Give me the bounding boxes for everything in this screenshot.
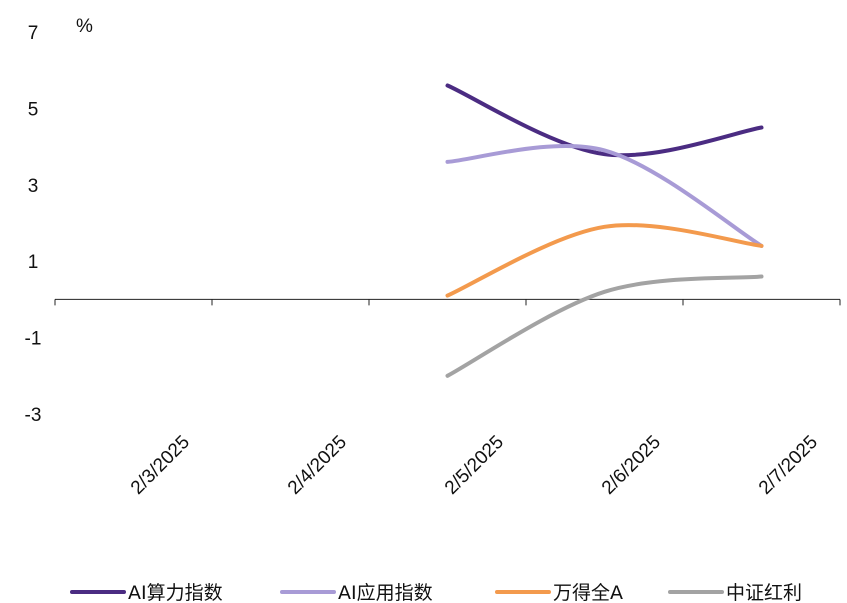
legend-label: AI算力指数 [128,582,223,603]
y-tick-label: 7 [28,23,39,44]
x-axis-labels: 2/3/2025 2/4/2025 2/5/2025 2/6/2025 2/7/2025 [127,432,822,499]
x-tick-label: 2/4/2025 [284,432,351,499]
x-tick-label: 2/7/2025 [755,432,822,499]
series-lines [445,83,764,378]
y-tick-label: 3 [28,176,39,197]
legend-label: 中证红利 [726,582,802,603]
y-tick-label: -1 [25,329,42,350]
y-tick-label: 1 [28,252,39,273]
x-tick-label: 2/3/2025 [127,432,194,499]
series-line-3 [445,274,764,378]
legend: AI算力指数 AI应用指数 万得全A 中证红利 [70,582,802,603]
legend-label: AI应用指数 [338,582,433,603]
series-line-2 [445,223,764,298]
y-tick-label: 5 [28,99,39,120]
x-tick-label: 2/5/2025 [441,432,508,499]
legend-label: 万得全A [553,582,623,603]
x-axis-tickmarks [54,299,841,306]
series-line-1 [445,143,764,248]
series-line-0 [445,83,764,158]
x-tick-label: 2/6/2025 [598,432,665,499]
y-tick-label: -3 [25,405,42,426]
y-axis-ticks: 7 5 3 1 -1 -3 [25,23,42,426]
y-unit-label: % [76,16,93,37]
